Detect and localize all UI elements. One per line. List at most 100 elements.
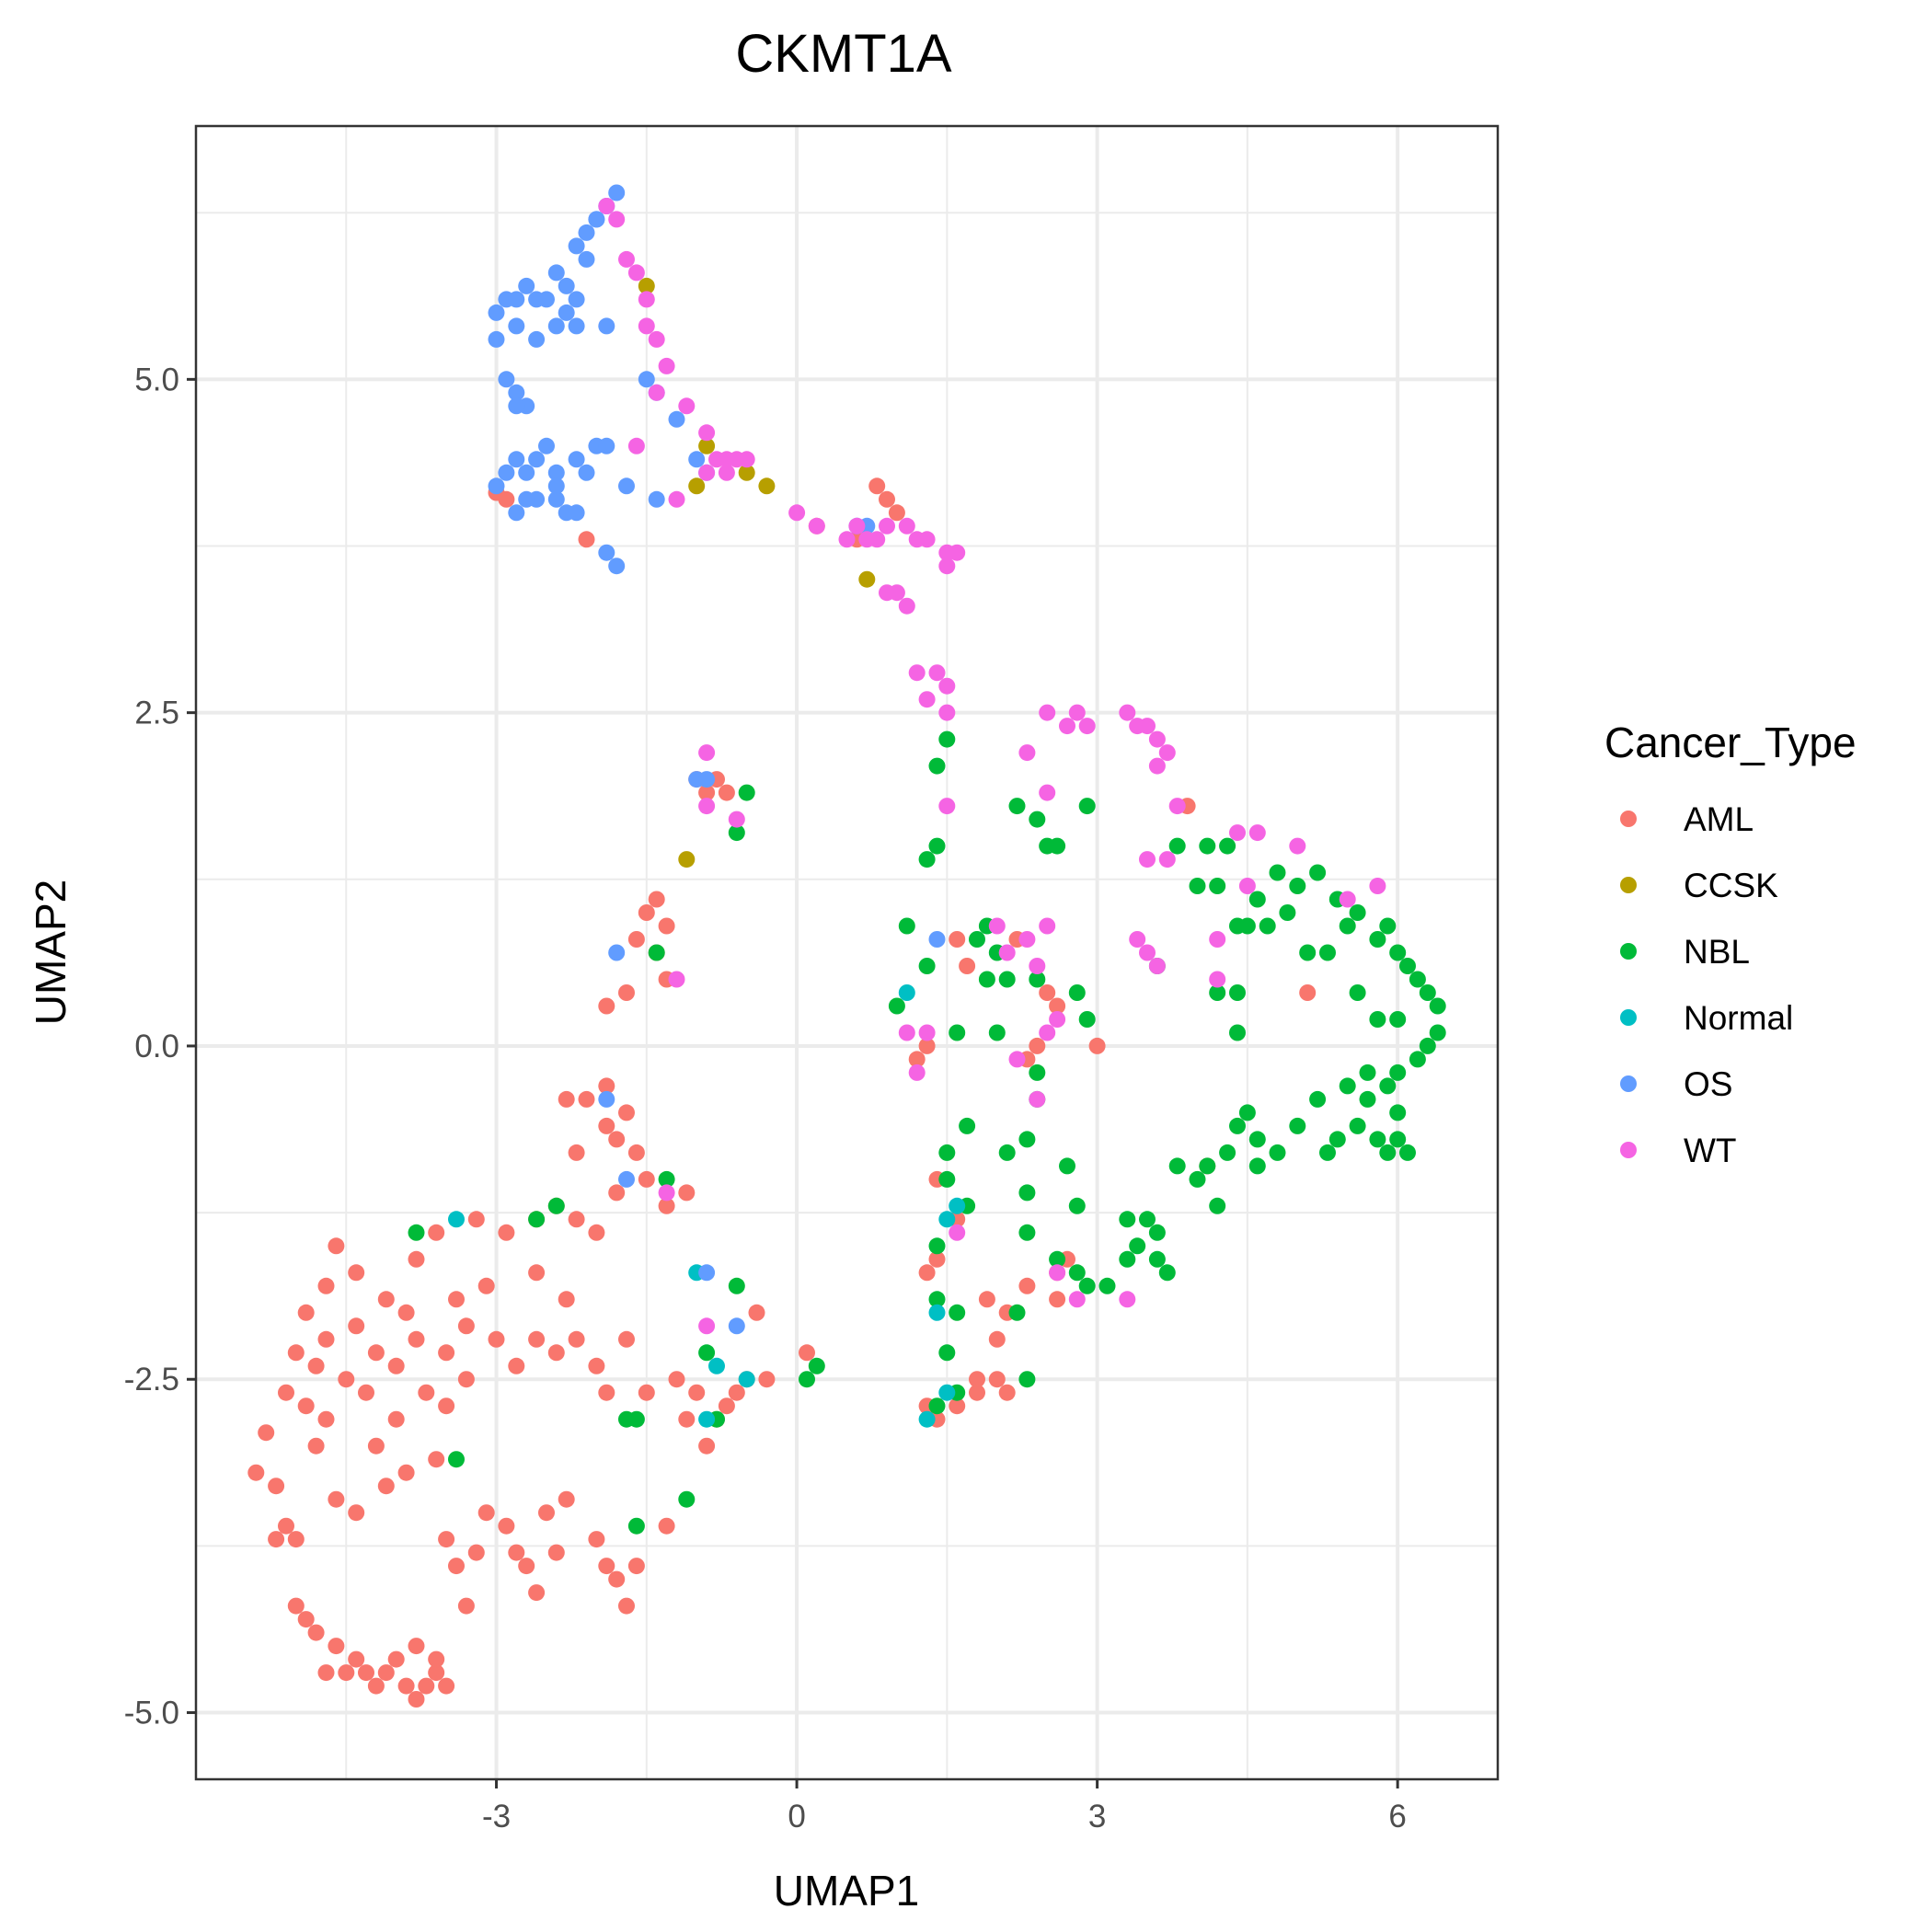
- data-point: [598, 198, 615, 214]
- data-point: [1238, 1104, 1256, 1121]
- data-point: [547, 1197, 565, 1214]
- legend-entry-label: NBL: [1684, 933, 1750, 971]
- data-point: [918, 531, 936, 548]
- data-point: [1289, 878, 1306, 894]
- data-point: [1029, 1037, 1046, 1054]
- data-point: [1419, 1037, 1436, 1054]
- data-point: [718, 784, 735, 801]
- data-point: [418, 1384, 435, 1401]
- data-point: [1229, 984, 1246, 1001]
- data-point: [1369, 1011, 1386, 1028]
- data-point: [668, 490, 685, 508]
- data-point: [317, 1277, 335, 1294]
- data-point: [608, 1184, 626, 1202]
- data-point: [738, 784, 755, 801]
- data-point: [1018, 1131, 1036, 1148]
- data-point: [467, 1544, 485, 1561]
- data-point: [448, 1211, 465, 1228]
- legend-entry-label: AML: [1684, 800, 1754, 838]
- data-point: [1139, 1211, 1156, 1228]
- legend-entry-os: OS: [1620, 1065, 1732, 1103]
- data-point: [1049, 837, 1066, 855]
- data-point: [498, 1517, 515, 1535]
- data-point: [1068, 1197, 1086, 1214]
- data-point: [488, 477, 505, 495]
- x-axis-label: UMAP1: [774, 1867, 919, 1915]
- data-point: [738, 1371, 755, 1388]
- data-point: [1029, 811, 1046, 828]
- data-point: [498, 464, 515, 481]
- data-point: [1049, 1250, 1066, 1268]
- data-point: [1068, 1264, 1086, 1282]
- data-point: [1059, 718, 1075, 735]
- data-point: [978, 1291, 995, 1308]
- data-point: [918, 1410, 936, 1428]
- data-point: [1018, 1224, 1036, 1241]
- data-point: [348, 1317, 365, 1335]
- data-point: [508, 384, 525, 401]
- data-point: [1029, 958, 1046, 974]
- data-point: [608, 944, 626, 961]
- data-point: [338, 1664, 355, 1682]
- data-point: [928, 837, 946, 855]
- data-point: [998, 1144, 1016, 1161]
- data-point: [328, 1490, 345, 1508]
- data-point: [588, 1531, 605, 1548]
- data-point: [1078, 798, 1096, 815]
- data-point: [428, 1451, 445, 1468]
- data-point: [1018, 1371, 1036, 1388]
- data-point: [708, 1357, 725, 1374]
- data-point: [978, 971, 995, 988]
- data-point: [1008, 798, 1026, 815]
- data-point: [1209, 1197, 1226, 1214]
- data-point: [638, 1170, 655, 1188]
- data-point: [638, 277, 655, 294]
- data-point: [438, 1397, 455, 1415]
- data-point: [698, 1317, 716, 1335]
- data-point: [1229, 824, 1246, 842]
- data-point: [648, 891, 665, 908]
- data-point: [1339, 891, 1356, 908]
- data-point: [498, 1224, 515, 1241]
- data-point: [328, 1237, 345, 1255]
- data-point: [949, 544, 966, 561]
- data-point: [397, 1464, 415, 1481]
- data-point: [518, 1558, 535, 1575]
- data-point: [307, 1437, 325, 1455]
- data-point: [1148, 1224, 1166, 1241]
- data-point: [1059, 1157, 1075, 1175]
- data-point: [898, 1024, 915, 1041]
- data-point: [578, 1090, 595, 1108]
- data-point: [608, 1570, 626, 1588]
- data-point: [998, 1384, 1016, 1401]
- data-point: [488, 330, 505, 348]
- data-point: [268, 1531, 285, 1548]
- data-point: [938, 1211, 956, 1228]
- legend-entry-aml: AML: [1620, 800, 1754, 838]
- data-point: [598, 437, 615, 454]
- data-point: [698, 744, 716, 762]
- data-point: [918, 691, 936, 708]
- data-point: [698, 1437, 716, 1455]
- data-point: [1088, 1037, 1106, 1054]
- legend-key-dot: [1620, 1142, 1637, 1158]
- data-point: [297, 1611, 315, 1628]
- data-point: [547, 1544, 565, 1561]
- data-point: [908, 1051, 926, 1068]
- data-point: [568, 317, 585, 335]
- data-point: [568, 237, 585, 255]
- data-point: [1029, 1090, 1046, 1108]
- data-point: [1399, 1144, 1416, 1161]
- data-point: [928, 1250, 946, 1268]
- data-point: [1029, 971, 1046, 988]
- data-point: [438, 1531, 455, 1548]
- data-point: [1139, 718, 1156, 735]
- data-point: [688, 477, 706, 495]
- data-point: [698, 424, 716, 442]
- data-point: [928, 931, 946, 948]
- data-point: [387, 1357, 405, 1374]
- data-point: [1349, 1117, 1366, 1134]
- data-point: [998, 971, 1016, 988]
- data-point: [1199, 1157, 1216, 1175]
- data-point: [1269, 1144, 1286, 1161]
